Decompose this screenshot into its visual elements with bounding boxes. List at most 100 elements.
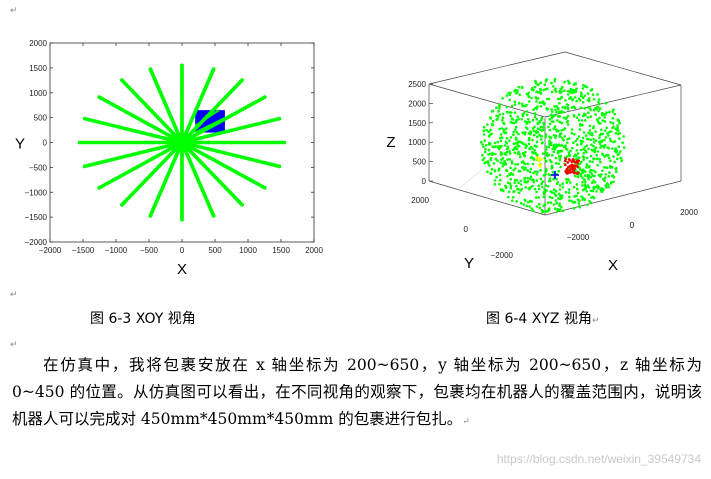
xyz-workspace-point <box>578 205 581 208</box>
xyz-workspace-point <box>619 156 622 160</box>
xyz-workspace-point <box>530 88 534 91</box>
xyz-workspace-point <box>568 195 571 199</box>
xyz-workspace-point <box>580 141 583 145</box>
xyz-workspace-point <box>620 159 623 163</box>
xyz-workspace-point <box>607 185 611 189</box>
xyz-workspace-point <box>562 116 566 120</box>
xyz-workspace-point <box>531 138 534 142</box>
xyz-workspace-point <box>507 111 511 114</box>
xyz-x-tick-label: 2000 <box>680 208 698 217</box>
xyz-workspace-point <box>587 131 590 135</box>
xyz-workspace-point <box>584 85 587 88</box>
xyz-workspace-point <box>568 199 571 202</box>
xyz-workspace-point <box>578 162 582 165</box>
xyz-workspace-point <box>518 93 521 96</box>
xyz-workspace-point <box>575 149 579 152</box>
xyz-workspace-point <box>548 173 552 177</box>
xyz-z-tick-label: 500 <box>413 158 427 167</box>
xyz-workspace-point <box>578 199 581 202</box>
xyz-workspace-point <box>589 108 592 112</box>
xyz-workspace-point <box>592 196 596 200</box>
xyz-workspace-point <box>599 128 603 132</box>
xyz-workspace-point <box>511 118 515 121</box>
xyz-workspace-point <box>560 95 563 99</box>
xyz-workspace-point <box>584 170 587 173</box>
xyz-workspace-point <box>494 157 498 161</box>
xyz-workspace-point <box>517 169 521 173</box>
xyz-workspace-point <box>579 106 583 109</box>
xyz-workspace-point <box>572 141 575 144</box>
xyz-workspace-point <box>579 148 583 152</box>
xyz-workspace-point <box>599 160 602 164</box>
xyz-workspace-point <box>513 103 517 106</box>
xyz-workspace-point <box>514 178 517 182</box>
xyz-workspace-point <box>608 130 611 134</box>
xyz-workspace-point <box>548 195 552 199</box>
xyz-workspace-point <box>601 119 604 122</box>
xyz-workspace-point <box>513 151 517 155</box>
xyz-workspace-point <box>604 129 607 132</box>
xyz-workspace-point <box>513 111 517 114</box>
xyz-workspace-point <box>512 133 515 136</box>
xyz-workspace-point <box>588 199 591 203</box>
xyz-workspace-point <box>533 149 537 152</box>
xyz-workspace-point <box>499 136 502 140</box>
xyz-workspace-point <box>540 134 543 138</box>
xyz-workspace-point <box>488 164 491 167</box>
xyz-workspace-point <box>591 189 595 193</box>
xyz-workspace-point <box>592 169 595 172</box>
xyz-workspace-point <box>497 144 500 148</box>
xyz-workspace-point <box>524 126 528 129</box>
xyz-workspace-point <box>604 136 608 139</box>
xyz-workspace-point <box>482 129 486 133</box>
xyz-workspace-point <box>579 139 583 143</box>
xyz-workspace-point <box>506 181 510 184</box>
xoy-y-tick-label: 1500 <box>29 64 47 73</box>
xyz-workspace-point <box>591 160 594 164</box>
body-paragraph-text: 在仿真中，我将包裹安放在 x 轴坐标为 200~650，y 轴坐标为 200~6… <box>12 356 702 428</box>
xyz-workspace-point <box>554 162 558 165</box>
xyz-workspace-point <box>550 110 554 113</box>
xyz-workspace-point <box>536 153 539 157</box>
xyz-workspace-point <box>504 131 508 134</box>
xyz-workspace-point <box>555 210 559 213</box>
xyz-workspace-point <box>562 110 565 114</box>
xyz-workspace-point <box>535 97 538 100</box>
xyz-workspace-point <box>572 185 576 189</box>
xyz-workspace-point <box>588 124 592 128</box>
xyz-axes-box <box>428 51 682 216</box>
xyz-workspace-point <box>599 175 602 178</box>
xyz-workspace-point <box>587 186 591 189</box>
xyz-workspace-point <box>569 95 572 99</box>
xyz-marker-point <box>535 156 539 159</box>
xyz-workspace-point <box>569 181 572 184</box>
xyz-workspace-point <box>512 121 516 125</box>
paragraph-mark-caption: ↵ <box>591 316 600 326</box>
xyz-workspace-point <box>531 162 535 166</box>
xyz-workspace-point <box>537 187 541 191</box>
xyz-workspace-point <box>519 183 523 186</box>
xyz-workspace-point <box>538 202 541 206</box>
xyz-workspace-point <box>555 110 558 114</box>
xyz-workspace-point <box>529 156 533 160</box>
xyz-workspace-point <box>554 194 558 197</box>
xyz-workspace-point <box>505 169 509 173</box>
xyz-workspace-point <box>570 199 573 203</box>
xyz-workspace-point <box>553 113 557 117</box>
xyz-workspace-point <box>576 137 579 141</box>
xyz-workspace-point <box>573 200 577 204</box>
xyz-z-tick-label: 2000 <box>408 99 426 108</box>
xyz-workspace-point <box>566 114 570 118</box>
xyz-workspace-point <box>622 135 625 138</box>
xyz-workspace-point <box>524 186 527 189</box>
xyz-workspace-point <box>517 144 521 148</box>
xyz-workspace-point <box>592 126 595 130</box>
xyz-workspace-point <box>523 120 527 123</box>
xyz-workspace-point <box>520 187 524 191</box>
xyz-workspace-point <box>548 139 551 143</box>
xyz-workspace-point <box>514 163 517 166</box>
xyz-workspace-point <box>560 144 564 147</box>
xyz-workspace-point <box>510 162 514 165</box>
xyz-workspace-point <box>558 101 561 105</box>
